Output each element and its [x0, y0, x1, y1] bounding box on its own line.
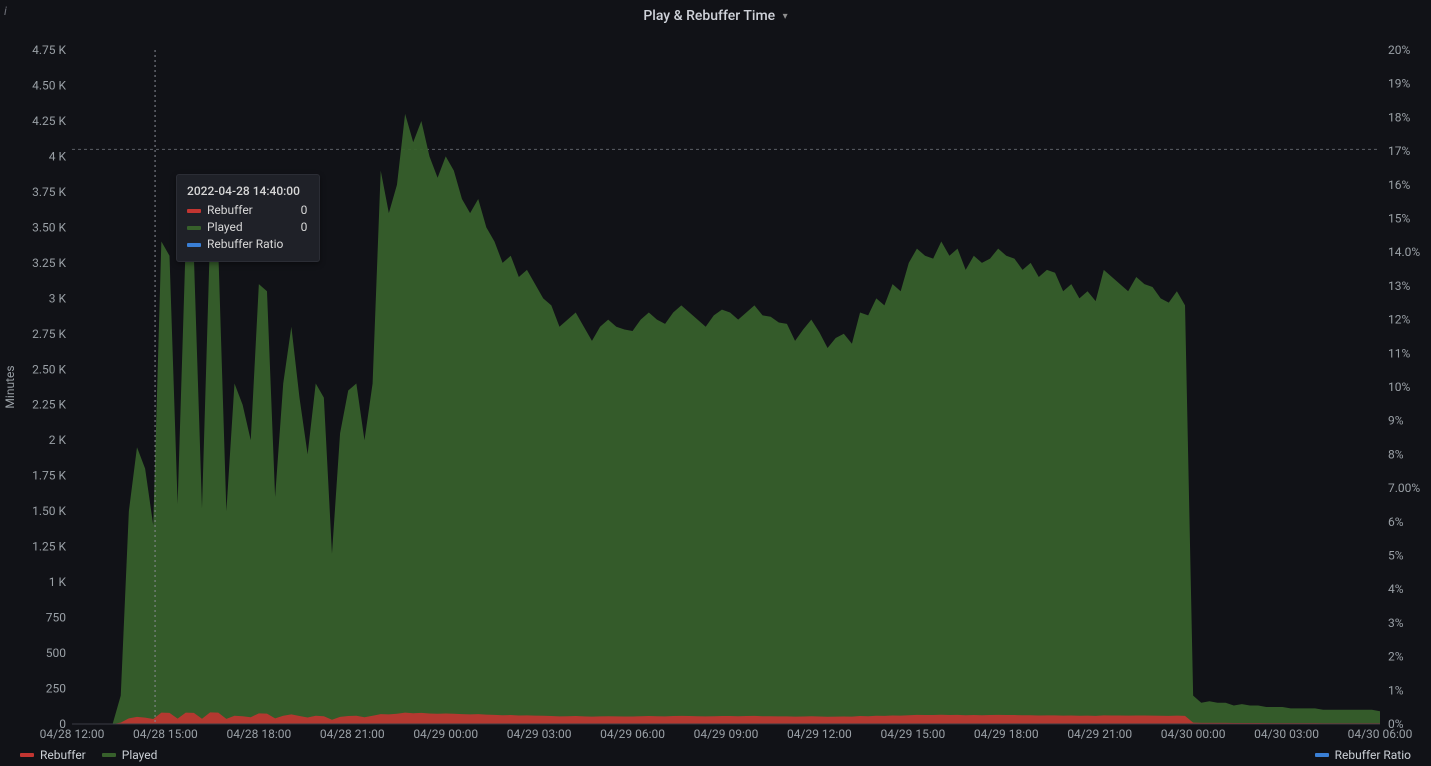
- svg-text:04/29 21:00: 04/29 21:00: [1067, 727, 1132, 741]
- svg-text:19%: 19%: [1388, 77, 1410, 91]
- legend-label-rebuffer: Rebuffer: [40, 748, 86, 762]
- svg-text:04/29 00:00: 04/29 00:00: [413, 727, 478, 741]
- svg-text:3%: 3%: [1388, 616, 1404, 630]
- svg-text:14.0%: 14.0%: [1388, 245, 1420, 259]
- legend-label-played: Played: [122, 748, 158, 762]
- svg-text:2.75 K: 2.75 K: [32, 327, 66, 341]
- svg-text:8%: 8%: [1388, 447, 1404, 461]
- chart-area[interactable]: 02505007501 K1.25 K1.50 K1.75 K2 K2.25 K…: [0, 26, 1431, 766]
- svg-text:2.50 K: 2.50 K: [32, 362, 66, 376]
- panel-title-text: Play & Rebuffer Time: [643, 8, 775, 24]
- svg-text:250: 250: [46, 682, 66, 696]
- svg-text:16%: 16%: [1388, 178, 1410, 192]
- svg-text:4.25 K: 4.25 K: [32, 114, 66, 128]
- svg-text:04/28 12:00: 04/28 12:00: [40, 727, 105, 741]
- svg-text:04/30 03:00: 04/30 03:00: [1254, 727, 1319, 741]
- legend-swatch-rebuffer-ratio: [1315, 753, 1329, 757]
- svg-text:04/29 12:00: 04/29 12:00: [787, 727, 852, 741]
- svg-text:2 K: 2 K: [49, 433, 67, 447]
- legend-item-played[interactable]: Played: [102, 748, 158, 762]
- svg-text:20%: 20%: [1388, 43, 1410, 57]
- svg-text:04/29 03:00: 04/29 03:00: [507, 727, 572, 741]
- svg-text:04/29 09:00: 04/29 09:00: [694, 727, 759, 741]
- svg-text:04/29 15:00: 04/29 15:00: [880, 727, 945, 741]
- svg-text:04/28 15:00: 04/28 15:00: [133, 727, 198, 741]
- svg-text:2%: 2%: [1388, 650, 1404, 664]
- legend-item-rebuffer[interactable]: Rebuffer: [20, 748, 86, 762]
- svg-text:1.25 K: 1.25 K: [32, 540, 66, 554]
- svg-text:3.75 K: 3.75 K: [32, 185, 66, 199]
- svg-text:6%: 6%: [1388, 515, 1404, 529]
- svg-text:15%: 15%: [1388, 212, 1410, 226]
- svg-text:4.75 K: 4.75 K: [32, 43, 66, 57]
- svg-text:9%: 9%: [1388, 414, 1404, 428]
- svg-text:04/28 18:00: 04/28 18:00: [226, 727, 291, 741]
- svg-text:1.50 K: 1.50 K: [32, 504, 66, 518]
- svg-text:04/30 00:00: 04/30 00:00: [1161, 727, 1226, 741]
- svg-text:Minutes: Minutes: [3, 365, 17, 408]
- svg-text:04/29 18:00: 04/29 18:00: [974, 727, 1039, 741]
- svg-text:04/29 06:00: 04/29 06:00: [600, 727, 665, 741]
- svg-text:4%: 4%: [1388, 582, 1404, 596]
- svg-text:3.25 K: 3.25 K: [32, 256, 66, 270]
- svg-text:7.00%: 7.00%: [1388, 481, 1420, 495]
- legend-swatch-played: [102, 753, 116, 757]
- panel-title[interactable]: Play & Rebuffer Time ▾: [0, 8, 1431, 24]
- svg-text:18%: 18%: [1388, 110, 1410, 124]
- svg-text:13%: 13%: [1388, 279, 1410, 293]
- svg-text:12%: 12%: [1388, 313, 1410, 327]
- svg-text:2.25 K: 2.25 K: [32, 398, 66, 412]
- legend-item-rebuffer-ratio[interactable]: Rebuffer Ratio: [1315, 748, 1411, 762]
- svg-text:17%: 17%: [1388, 144, 1410, 158]
- chevron-down-icon: ▾: [783, 11, 788, 22]
- svg-text:750: 750: [46, 611, 66, 625]
- svg-text:3.50 K: 3.50 K: [32, 220, 66, 234]
- svg-text:1.75 K: 1.75 K: [32, 469, 66, 483]
- svg-text:1 K: 1 K: [49, 575, 67, 589]
- svg-text:10%: 10%: [1388, 380, 1410, 394]
- svg-text:4.50 K: 4.50 K: [32, 78, 66, 92]
- legend-label-rebuffer-ratio: Rebuffer Ratio: [1335, 748, 1411, 762]
- legend: Rebuffer Played Rebuffer Ratio: [0, 748, 1431, 762]
- svg-text:11%: 11%: [1388, 346, 1410, 360]
- svg-text:1%: 1%: [1388, 683, 1404, 697]
- legend-swatch-rebuffer: [20, 753, 34, 757]
- svg-text:3 K: 3 K: [49, 291, 67, 305]
- svg-text:500: 500: [46, 646, 66, 660]
- svg-text:04/30 06:00: 04/30 06:00: [1348, 727, 1413, 741]
- svg-text:04/28 21:00: 04/28 21:00: [320, 727, 385, 741]
- svg-text:5%: 5%: [1388, 549, 1404, 563]
- svg-text:4 K: 4 K: [49, 149, 67, 163]
